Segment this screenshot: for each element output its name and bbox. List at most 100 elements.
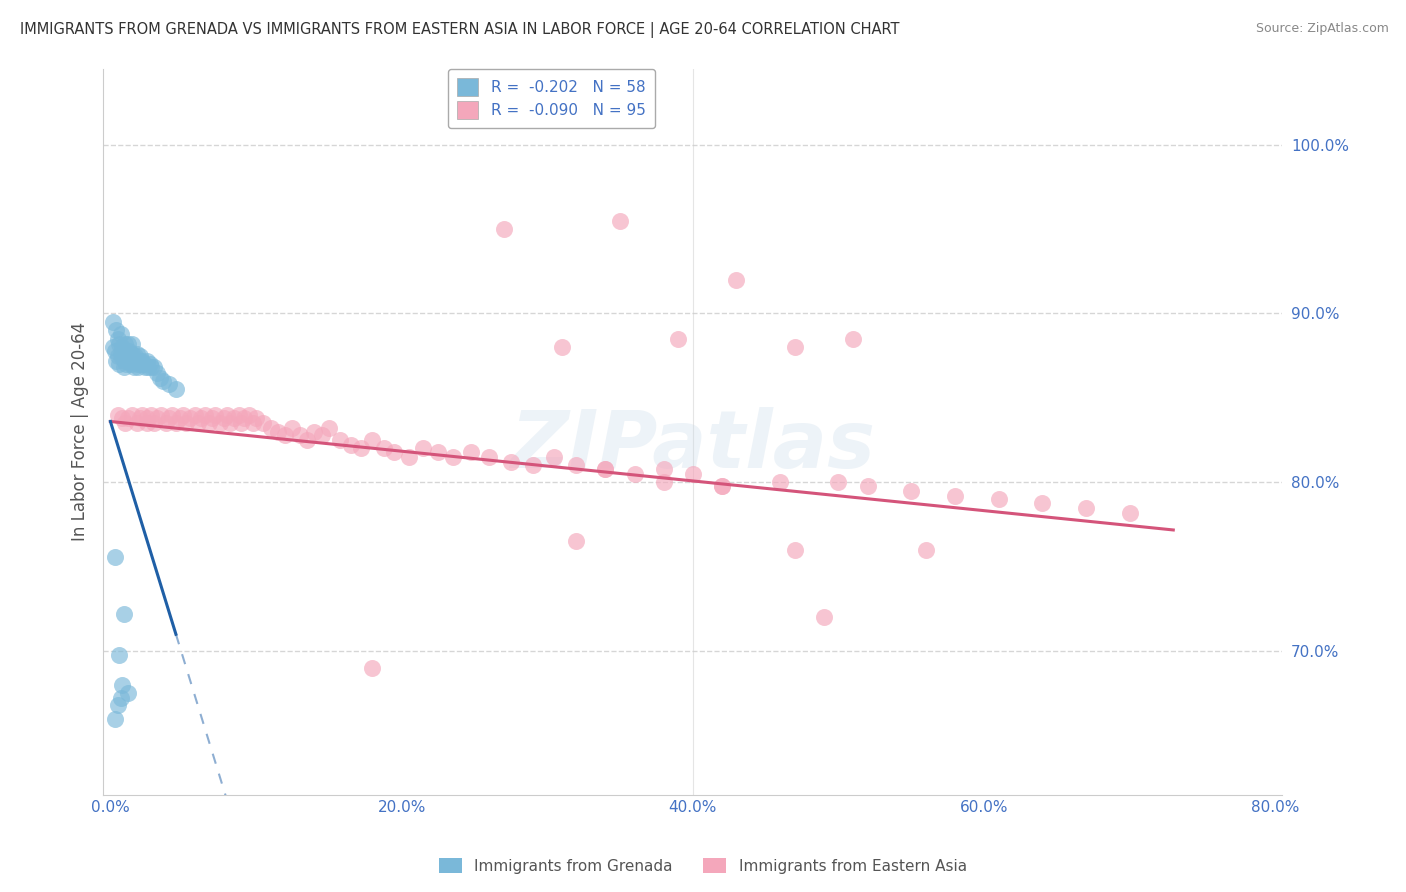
- Point: [107, 332, 129, 346]
- Point: [666, 332, 689, 346]
- Point: [172, 408, 194, 422]
- Point: [146, 411, 169, 425]
- Text: Source: ZipAtlas.com: Source: ZipAtlas.com: [1256, 22, 1389, 36]
- Point: [551, 340, 574, 354]
- Point: [128, 353, 150, 368]
- Point: [398, 450, 420, 464]
- Point: [652, 462, 675, 476]
- Point: [231, 416, 253, 430]
- Point: [111, 411, 134, 425]
- Point: [114, 353, 136, 368]
- Point: [842, 332, 865, 346]
- Point: [143, 416, 166, 430]
- Legend: Immigrants from Grenada, Immigrants from Eastern Asia: Immigrants from Grenada, Immigrants from…: [433, 852, 973, 880]
- Point: [131, 353, 153, 368]
- Point: [129, 357, 152, 371]
- Point: [107, 698, 129, 713]
- Point: [1074, 500, 1097, 515]
- Point: [111, 678, 134, 692]
- Point: [304, 425, 326, 439]
- Point: [623, 467, 645, 481]
- Point: [110, 691, 132, 706]
- Point: [105, 353, 128, 368]
- Point: [141, 360, 163, 375]
- Point: [190, 411, 212, 425]
- Point: [132, 357, 155, 371]
- Point: [169, 411, 191, 425]
- Point: [125, 416, 148, 430]
- Point: [288, 428, 311, 442]
- Point: [900, 483, 922, 498]
- Point: [339, 438, 361, 452]
- Point: [112, 607, 135, 621]
- Point: [157, 411, 180, 425]
- Point: [1031, 495, 1053, 509]
- Point: [361, 433, 384, 447]
- Point: [110, 347, 132, 361]
- Point: [184, 408, 207, 422]
- Point: [135, 411, 157, 425]
- Point: [198, 416, 221, 430]
- Point: [827, 475, 849, 490]
- Point: [103, 315, 125, 329]
- Point: [143, 360, 166, 375]
- Point: [135, 416, 157, 430]
- Point: [131, 408, 153, 422]
- Point: [120, 349, 142, 363]
- Point: [104, 549, 127, 564]
- Point: [204, 408, 226, 422]
- Point: [201, 411, 224, 425]
- Point: [114, 343, 136, 358]
- Point: [104, 343, 127, 358]
- Point: [242, 416, 264, 430]
- Point: [710, 478, 733, 492]
- Point: [108, 648, 131, 662]
- Point: [108, 357, 131, 371]
- Point: [783, 340, 806, 354]
- Point: [595, 462, 617, 476]
- Text: IMMIGRANTS FROM GRENADA VS IMMIGRANTS FROM EASTERN ASIA IN LABOR FORCE | AGE 20-: IMMIGRANTS FROM GRENADA VS IMMIGRANTS FR…: [20, 22, 900, 38]
- Point: [155, 416, 177, 430]
- Point: [118, 353, 141, 368]
- Point: [122, 353, 145, 368]
- Point: [914, 542, 936, 557]
- Point: [107, 349, 129, 363]
- Point: [117, 347, 139, 361]
- Point: [682, 467, 704, 481]
- Point: [412, 442, 434, 456]
- Point: [157, 377, 180, 392]
- Point: [114, 416, 136, 430]
- Point: [311, 428, 333, 442]
- Point: [783, 542, 806, 557]
- Point: [104, 712, 127, 726]
- Point: [478, 450, 501, 464]
- Point: [117, 411, 139, 425]
- Point: [138, 357, 160, 371]
- Point: [125, 357, 148, 371]
- Point: [136, 360, 159, 375]
- Point: [112, 349, 135, 363]
- Point: [165, 416, 187, 430]
- Point: [987, 492, 1010, 507]
- Point: [194, 408, 217, 422]
- Point: [121, 408, 143, 422]
- Point: [441, 450, 464, 464]
- Point: [165, 383, 187, 397]
- Point: [565, 534, 588, 549]
- Point: [112, 360, 135, 375]
- Point: [281, 421, 304, 435]
- Point: [769, 475, 792, 490]
- Point: [543, 450, 565, 464]
- Point: [725, 272, 748, 286]
- Point: [120, 357, 142, 371]
- Point: [329, 433, 352, 447]
- Point: [492, 222, 515, 236]
- Point: [238, 408, 260, 422]
- Point: [160, 408, 183, 422]
- Point: [107, 408, 129, 422]
- Point: [208, 416, 231, 430]
- Point: [228, 408, 250, 422]
- Legend: R =  -0.202   N = 58, R =  -0.090   N = 95: R = -0.202 N = 58, R = -0.090 N = 95: [449, 69, 655, 128]
- Point: [128, 411, 150, 425]
- Point: [115, 357, 138, 371]
